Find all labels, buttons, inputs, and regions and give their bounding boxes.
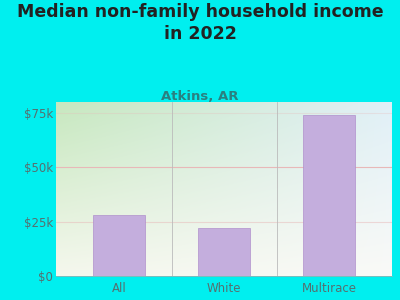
Text: Atkins, AR: Atkins, AR [161, 90, 239, 103]
Bar [93, 215, 145, 276]
Bar [303, 115, 355, 276]
Bar [198, 228, 250, 276]
Text: Median non-family household income
in 2022: Median non-family household income in 20… [17, 3, 383, 43]
